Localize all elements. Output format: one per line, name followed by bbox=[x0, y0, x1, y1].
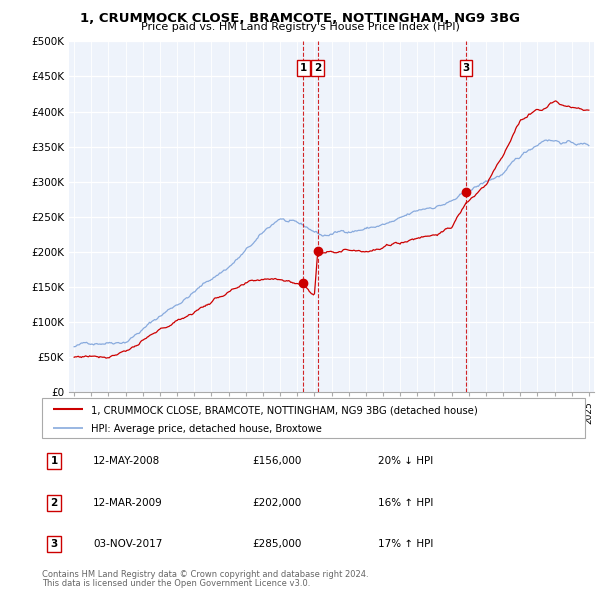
Text: Contains HM Land Registry data © Crown copyright and database right 2024.: Contains HM Land Registry data © Crown c… bbox=[42, 570, 368, 579]
Text: 03-NOV-2017: 03-NOV-2017 bbox=[93, 539, 163, 549]
Text: 2: 2 bbox=[50, 498, 58, 507]
Text: 16% ↑ HPI: 16% ↑ HPI bbox=[378, 498, 433, 507]
FancyBboxPatch shape bbox=[42, 398, 585, 438]
Text: 1: 1 bbox=[300, 63, 307, 73]
Text: 12-MAY-2008: 12-MAY-2008 bbox=[93, 457, 160, 466]
Text: Price paid vs. HM Land Registry's House Price Index (HPI): Price paid vs. HM Land Registry's House … bbox=[140, 22, 460, 32]
Text: 3: 3 bbox=[50, 539, 58, 549]
Text: HPI: Average price, detached house, Broxtowe: HPI: Average price, detached house, Brox… bbox=[91, 424, 322, 434]
Text: 1, CRUMMOCK CLOSE, BRAMCOTE, NOTTINGHAM, NG9 3BG: 1, CRUMMOCK CLOSE, BRAMCOTE, NOTTINGHAM,… bbox=[80, 12, 520, 25]
Text: 1: 1 bbox=[50, 457, 58, 466]
Text: 1, CRUMMOCK CLOSE, BRAMCOTE, NOTTINGHAM, NG9 3BG (detached house): 1, CRUMMOCK CLOSE, BRAMCOTE, NOTTINGHAM,… bbox=[91, 405, 478, 415]
Text: 12-MAR-2009: 12-MAR-2009 bbox=[93, 498, 163, 507]
Text: 17% ↑ HPI: 17% ↑ HPI bbox=[378, 539, 433, 549]
Text: £285,000: £285,000 bbox=[252, 539, 301, 549]
Text: 2: 2 bbox=[314, 63, 321, 73]
Text: £202,000: £202,000 bbox=[252, 498, 301, 507]
Text: £156,000: £156,000 bbox=[252, 457, 301, 466]
Text: 20% ↓ HPI: 20% ↓ HPI bbox=[378, 457, 433, 466]
Text: This data is licensed under the Open Government Licence v3.0.: This data is licensed under the Open Gov… bbox=[42, 579, 310, 588]
Text: 3: 3 bbox=[463, 63, 470, 73]
